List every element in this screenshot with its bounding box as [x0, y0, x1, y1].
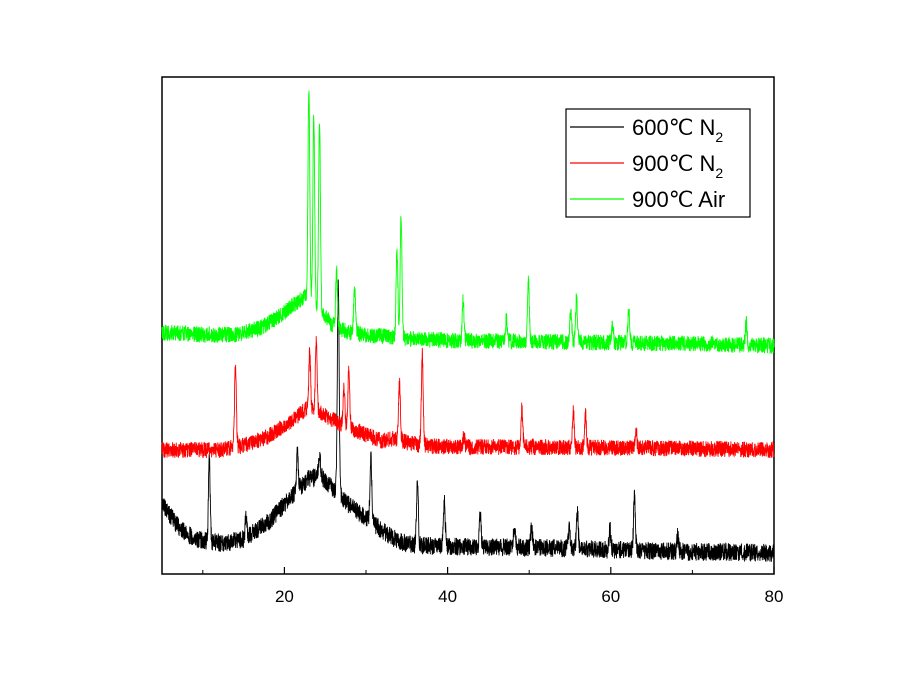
x-tick-label: 80 [765, 587, 784, 606]
legend-label-3: 900℃ Air [632, 187, 725, 212]
legend-label-main: 900℃ N [632, 151, 715, 176]
legend-label-subscript: 2 [715, 129, 723, 145]
x-tick-label: 60 [601, 587, 620, 606]
x-axis-ticks: 20 40 60 80 [202, 567, 784, 606]
legend-label-main: 600℃ N [632, 115, 715, 140]
x-tick-label: 40 [438, 587, 457, 606]
series-layer [161, 90, 775, 562]
x-tick-label: 20 [275, 587, 294, 606]
plot-frame [161, 76, 775, 575]
legend-label-subscript: 2 [715, 165, 723, 181]
legend-label-2: 900℃ N2 [632, 151, 723, 181]
series-line-2 [161, 336, 775, 459]
legend-label-1: 600℃ N2 [632, 115, 723, 145]
series-line-3 [161, 90, 775, 354]
legend-label-main: 900℃ Air [632, 187, 725, 212]
series-line-1 [161, 279, 775, 562]
